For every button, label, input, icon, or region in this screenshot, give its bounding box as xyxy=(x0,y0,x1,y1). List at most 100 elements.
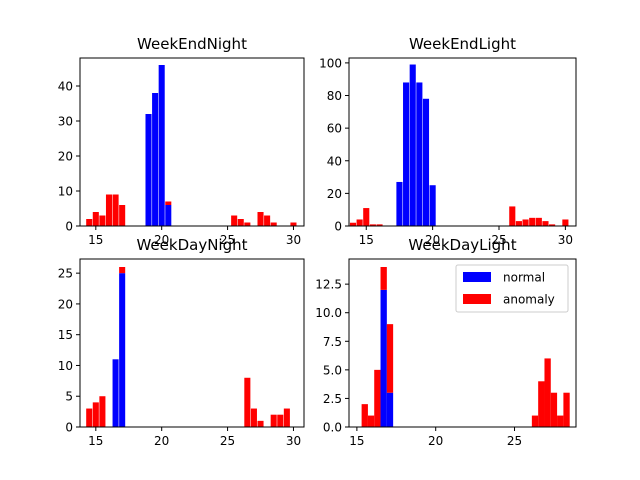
axes-frame-weekendnight xyxy=(79,57,305,227)
ytick-label-weekendlight-2: 40 xyxy=(327,154,342,168)
bar-anomaly-weekendlight-14 xyxy=(529,217,536,226)
bar-anomaly-weekdaynight-6 xyxy=(250,408,257,427)
ytick-label-weekdaylight-5: 12.5 xyxy=(315,278,342,292)
xtick-label-weekdaynight-15: 15 xyxy=(88,434,103,448)
xtick-label-weekdaylight-25: 25 xyxy=(507,434,522,448)
bar-anomaly-weekendnight-2 xyxy=(99,215,106,226)
panel-weekendlight: 15 20 25 30 0 20 40 60 80 100 WeekEndLight xyxy=(319,35,577,247)
bar-anomaly-weekendlight-18 xyxy=(562,219,569,226)
bar-anomaly-weekdaylight-0 xyxy=(361,404,368,427)
bar-normal-weekdaylight-3 xyxy=(380,289,387,427)
bar-anomaly-weekdaynight-5 xyxy=(244,377,251,427)
xtick-label-weekendnight-25: 25 xyxy=(220,233,235,247)
bar-anomaly-weekendnight-9 xyxy=(165,201,172,205)
bar-anomaly-weekendlight-11 xyxy=(509,206,516,226)
bar-normal-weekdaynight-4 xyxy=(119,273,126,427)
xtick-label-weekdaynight-30: 30 xyxy=(286,434,301,448)
xtick-label-weekdaylight-20: 20 xyxy=(428,434,443,448)
ytick-label-weekendnight-2: 20 xyxy=(58,150,73,164)
bar-anomaly-weekendlight-4 xyxy=(376,224,383,226)
xtick-label-weekendlight-25: 25 xyxy=(491,233,506,247)
ytick-label-weekdaylight-1: 2.5 xyxy=(323,392,342,406)
bar-anomaly-weekdaynight-1 xyxy=(92,402,99,427)
ytick-label-weekdaynight-3: 15 xyxy=(58,328,73,342)
chart-title-weekdaynight: WeekDayNight xyxy=(136,236,247,254)
bar-anomaly-weekdaylight-5 xyxy=(531,415,539,427)
bar-anomaly-weekendlight-2 xyxy=(363,208,370,226)
bar-anomaly-weekdaylight-8 xyxy=(550,392,558,427)
bar-normal-weekendnight-8 xyxy=(158,65,165,226)
bar-normal-weekendlight-8 xyxy=(416,82,423,226)
panel-weekendnight: 15 20 25 30 0 10 20 30 40 WeekEndNight xyxy=(58,35,305,247)
bar-anomaly-weekendnight-13 xyxy=(257,212,264,226)
bar-anomaly-weekendnight-4 xyxy=(112,194,119,226)
ytick-label-weekendnight-1: 10 xyxy=(58,185,73,199)
xtick-label-weekendnight-30: 30 xyxy=(286,233,301,247)
xtick-label-weekdaynight-20: 20 xyxy=(154,434,169,448)
chart-title-weekendnight: WeekEndNight xyxy=(137,35,247,53)
bar-anomaly-weekdaynight-0 xyxy=(86,408,93,427)
axes-frame-weekdaylight xyxy=(348,258,577,428)
bar-anomaly-weekendnight-14 xyxy=(264,215,271,226)
bar-normal-weekdaynight-3 xyxy=(112,359,119,427)
legend: normal anomaly xyxy=(455,264,569,313)
bar-anomaly-weekendnight-5 xyxy=(119,205,126,226)
ytick-label-weekendlight-3: 60 xyxy=(327,122,342,136)
xtick-label-weekendlight-15: 15 xyxy=(359,233,374,247)
bar-anomaly-weekendlight-0 xyxy=(349,222,357,226)
panel-weekdaylight: 15 20 25 0.0 2.5 5.0 7.5 10.0 12.5 WeekDayLight xyxy=(315,236,577,448)
ytick-label-weekdaylight-4: 10.0 xyxy=(315,306,342,320)
bar-anomaly-weekendnight-11 xyxy=(237,219,244,226)
xtick-label-weekdaynight-25: 25 xyxy=(220,434,235,448)
bar-anomaly-weekendlight-12 xyxy=(515,221,522,226)
bar-anomaly-weekdaylight-3 xyxy=(380,267,387,290)
ytick-label-weekdaylight-2: 5.0 xyxy=(323,363,342,377)
legend-label-anomaly: anomaly xyxy=(503,293,555,307)
ytick-label-weekendlight-1: 20 xyxy=(327,187,342,201)
bar-normal-weekendlight-6 xyxy=(403,82,410,226)
bar-anomaly-weekendlight-15 xyxy=(535,217,542,226)
bar-anomaly-weekendnight-1 xyxy=(92,212,99,226)
bar-normal-weekendnight-7 xyxy=(152,93,159,226)
bar-normal-weekendlight-10 xyxy=(429,185,436,226)
ytick-label-weekendlight-4: 80 xyxy=(327,89,342,103)
xtick-label-weekdaylight-15: 15 xyxy=(349,434,364,448)
bar-anomaly-weekendlight-3 xyxy=(369,224,376,226)
bar-anomaly-weekdaynight-2 xyxy=(99,396,106,427)
bar-normal-weekendlight-7 xyxy=(409,64,416,227)
ytick-label-weekendnight-4: 40 xyxy=(58,80,73,94)
axes-frame-weekendlight xyxy=(348,57,577,227)
bar-normal-weekdaylight-4 xyxy=(386,392,394,427)
ytick-label-weekdaylight-0: 0.0 xyxy=(323,421,342,435)
xtick-label-weekendnight-15: 15 xyxy=(88,233,103,247)
ytick-label-weekdaynight-0: 0 xyxy=(65,421,73,435)
bar-anomaly-weekendnight-12 xyxy=(244,222,251,226)
bar-anomaly-weekendnight-16 xyxy=(290,222,297,226)
xtick-label-weekendlight-20: 20 xyxy=(425,233,440,247)
bar-normal-weekendnight-6 xyxy=(145,114,152,226)
chart-title-weekendlight: WeekEndLight xyxy=(409,35,516,53)
legend-label-normal: normal xyxy=(503,271,545,285)
bar-anomaly-weekendlight-16 xyxy=(542,221,549,226)
legend-swatch-anomaly xyxy=(463,294,491,304)
legend-swatch-normal xyxy=(463,272,491,282)
ytick-label-weekendlight-0: 0 xyxy=(334,220,342,234)
bar-anomaly-weekendnight-10 xyxy=(231,215,238,226)
axes-frame-weekdaynight xyxy=(79,258,305,428)
xtick-label-weekendnight-20: 20 xyxy=(154,233,169,247)
bar-anomaly-weekdaynight-7 xyxy=(257,420,264,427)
bar-anomaly-weekdaylight-9 xyxy=(557,415,564,427)
ytick-label-weekdaynight-1: 5 xyxy=(65,390,73,404)
ytick-label-weekdaynight-4: 20 xyxy=(58,297,73,311)
ytick-label-weekendnight-3: 30 xyxy=(58,115,73,129)
bar-anomaly-weekendlight-17 xyxy=(549,224,556,226)
bar-anomaly-weekendnight-3 xyxy=(105,194,113,226)
bar-anomaly-weekdaylight-4 xyxy=(386,324,394,393)
ytick-label-weekdaynight-2: 10 xyxy=(58,359,73,373)
bar-normal-weekendlight-5 xyxy=(396,181,403,226)
bar-anomaly-weekendnight-0 xyxy=(86,219,93,226)
bar-anomaly-weekendlight-1 xyxy=(356,219,363,226)
